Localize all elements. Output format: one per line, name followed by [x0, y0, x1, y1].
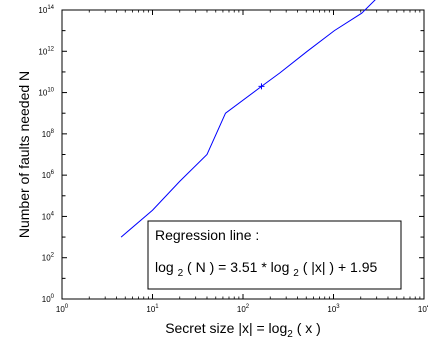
y-tick-base: 10: [42, 254, 51, 263]
annotation-formula-end: ( |x| ) + 1.95: [303, 259, 378, 275]
x-axis-label: Secret size |x| = log2 ( x ): [165, 320, 321, 340]
x-tick-exponent: 0: [65, 304, 69, 310]
x-tick-exponent: 2: [246, 304, 250, 310]
y-tick-exponent: 4: [51, 211, 55, 217]
y-tick-exponent: 8: [51, 129, 55, 135]
y-tick-base: 10: [42, 171, 51, 180]
y-tick-label: 108: [42, 129, 55, 139]
annotation-frame: [147, 220, 402, 290]
y-tick-base: 10: [42, 295, 51, 304]
series-layer: [120, 0, 376, 238]
x-tick-exponent: 4: [427, 304, 428, 310]
annotation-formula-middle: ( N ) = 3.51 * log: [187, 259, 289, 275]
x-tick-label: 104: [418, 304, 428, 314]
x-tick-exponent: 3: [336, 304, 340, 310]
annotation-sub-2: 2: [293, 268, 299, 279]
y-tick-exponent: 0: [51, 294, 55, 300]
y-tick-base: 10: [38, 47, 47, 56]
annotation-sub-1: 2: [178, 268, 184, 279]
y-tick-base: 10: [38, 6, 47, 15]
annotation-title: Regression line :: [155, 227, 259, 243]
y-tick-base: 10: [42, 130, 51, 139]
y-tick-label: 1010: [38, 88, 54, 98]
plus-marker: [258, 83, 265, 90]
y-tick-base: 10: [38, 89, 47, 98]
x-tick-base: 10: [327, 305, 336, 314]
y-tick-label: 104: [42, 211, 55, 221]
x-tick-base: 10: [418, 305, 427, 314]
x-tick-exponent: 1: [155, 304, 159, 310]
y-tick-exponent: 6: [51, 170, 55, 176]
annotation-formula: log 2 ( N ) = 3.51 * log 2 ( |x| ) + 1.9…: [155, 259, 377, 279]
x-tick-label: 101: [146, 304, 159, 314]
y-tick-exponent: 14: [47, 5, 54, 11]
y-tick-label: 106: [42, 170, 55, 180]
y-tick-label: 1012: [38, 46, 54, 56]
y-tick-base: 10: [42, 212, 51, 221]
y-tick-exponent: 12: [47, 46, 54, 52]
x-tick-base: 10: [56, 305, 65, 314]
y-tick-exponent: 10: [47, 88, 54, 94]
tick-labels: 1001011021031041001021041061081010101210…: [38, 5, 428, 314]
y-axis-label: Number of faults needed N: [16, 71, 32, 238]
regression-annotation-box: Regression line : log 2 ( N ) = 3.51 * l…: [147, 220, 402, 290]
y-tick-label: 1014: [38, 5, 54, 15]
x-tick-base: 10: [237, 305, 246, 314]
x-tick-label: 103: [327, 304, 340, 314]
y-tick-exponent: 2: [51, 253, 55, 259]
annotation-log-1: log: [155, 259, 174, 275]
y-tick-label: 100: [42, 294, 55, 304]
x-tick-label: 102: [237, 304, 250, 314]
x-tick-base: 10: [146, 305, 155, 314]
plot-frame: [61, 9, 425, 300]
series-line: [120, 0, 376, 238]
y-tick-label: 102: [42, 253, 55, 263]
x-tick-label: 100: [56, 304, 69, 314]
